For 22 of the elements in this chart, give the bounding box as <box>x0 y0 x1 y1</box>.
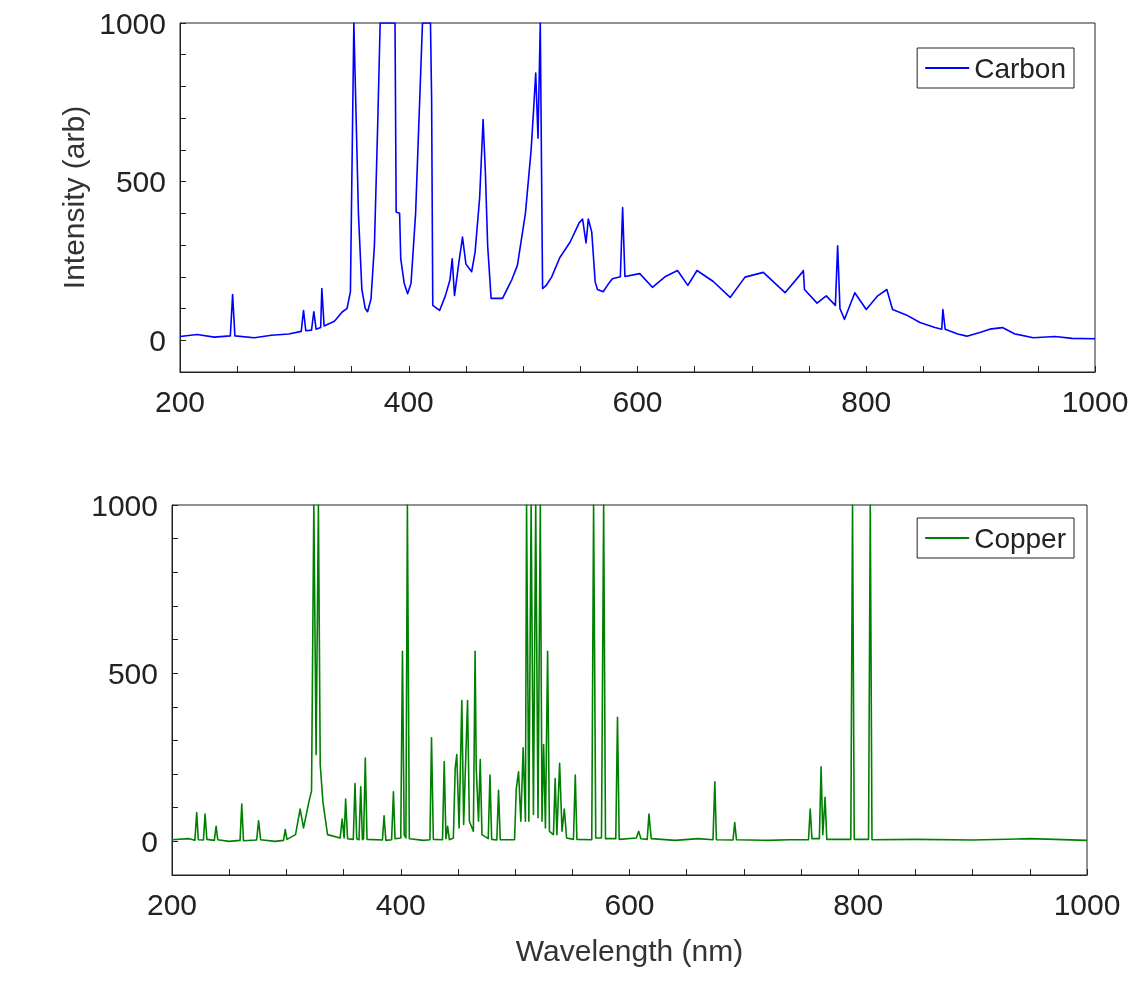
x-tick-label: 600 <box>612 384 663 418</box>
x-tick-label: 1000 <box>1053 887 1121 921</box>
y-tick-label: 500 <box>107 656 158 690</box>
y-axis-title: Intensity (arb) <box>56 105 90 290</box>
x-tick-label: 200 <box>146 887 198 921</box>
line-series <box>179 22 1096 340</box>
y-tick-label: 500 <box>115 165 166 199</box>
legend-label: Carbon <box>974 52 1067 84</box>
x-axis-title: Wavelength (nm) <box>515 933 744 967</box>
x-tick-label: 200 <box>154 384 206 418</box>
y-tick-label: 0 <box>141 824 158 858</box>
legend-label: Copper <box>974 522 1067 554</box>
line-series <box>171 504 1088 843</box>
y-tick-label: 1000 <box>91 488 158 522</box>
x-tick-label: 800 <box>833 887 884 921</box>
x-tick-label: 1000 <box>1061 384 1129 418</box>
x-tick-label: 800 <box>841 384 892 418</box>
x-tick-label: 600 <box>604 887 655 921</box>
x-tick-label: 400 <box>383 384 434 418</box>
y-tick-label: 0 <box>149 323 166 357</box>
y-tick-label: 1000 <box>99 6 166 40</box>
x-tick-label: 400 <box>375 887 426 921</box>
